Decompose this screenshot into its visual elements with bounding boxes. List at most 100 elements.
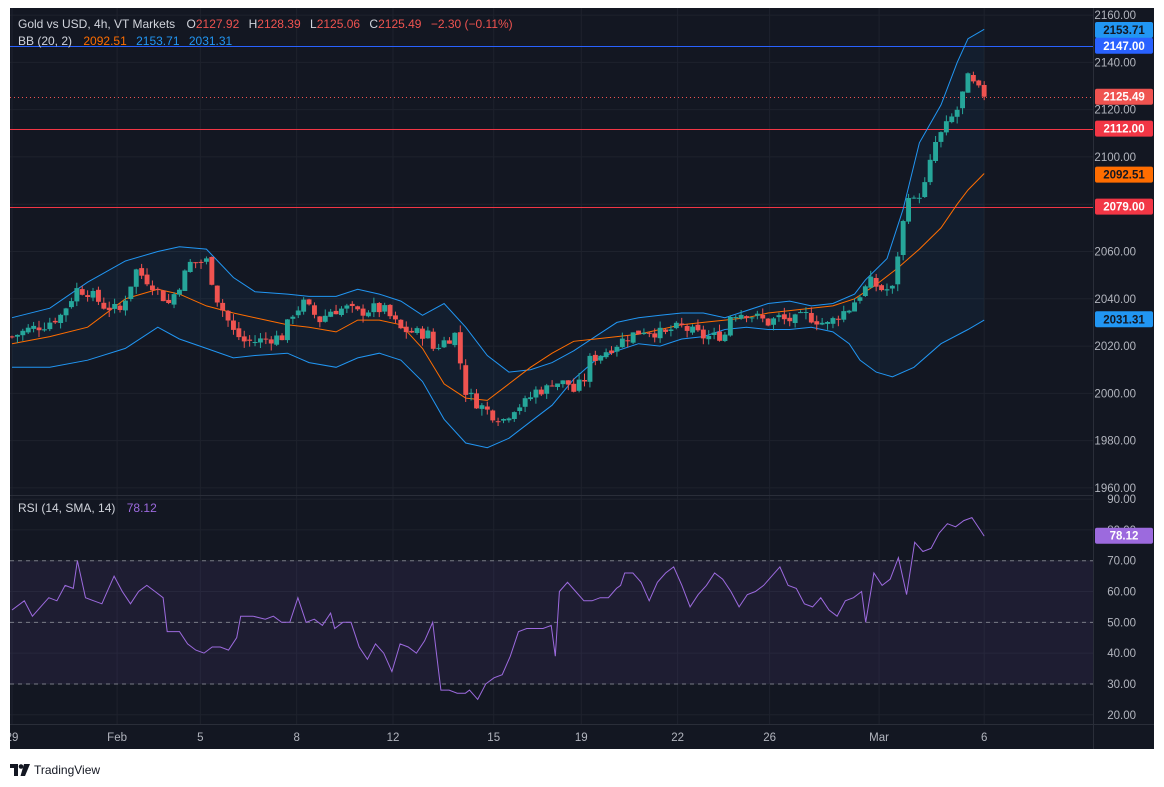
candle-body[interactable]	[625, 340, 631, 342]
candle-body[interactable]	[409, 330, 415, 333]
candle-body[interactable]	[339, 308, 344, 315]
candle-body[interactable]	[700, 329, 706, 339]
candle-body[interactable]	[819, 322, 825, 325]
candle-body[interactable]	[204, 258, 209, 262]
candle-body[interactable]	[117, 305, 123, 310]
candle-body[interactable]	[598, 355, 604, 361]
candle-body[interactable]	[285, 319, 290, 341]
candle-body[interactable]	[814, 321, 820, 325]
candle-body[interactable]	[960, 91, 965, 109]
candle-body[interactable]	[42, 329, 47, 331]
candle-body[interactable]	[441, 340, 447, 348]
candle-body[interactable]	[900, 221, 906, 255]
candle-body[interactable]	[808, 313, 814, 323]
candle-body[interactable]	[490, 410, 496, 421]
candle-body[interactable]	[592, 354, 598, 361]
candle-body[interactable]	[128, 286, 134, 299]
candle-body[interactable]	[15, 334, 20, 337]
candle-body[interactable]	[922, 182, 928, 197]
candle-body[interactable]	[290, 316, 296, 319]
candle-body[interactable]	[555, 383, 560, 388]
candle-body[interactable]	[517, 407, 523, 411]
candle-body[interactable]	[906, 198, 911, 222]
candle-body[interactable]	[403, 326, 409, 333]
candle-body[interactable]	[879, 285, 884, 291]
candle-body[interactable]	[787, 317, 793, 322]
candle-body[interactable]	[538, 389, 544, 395]
candle-body[interactable]	[565, 380, 571, 385]
candle-body[interactable]	[582, 380, 587, 382]
candle-body[interactable]	[90, 291, 96, 298]
candle-body[interactable]	[69, 301, 74, 308]
candle-body[interactable]	[954, 109, 960, 117]
candle-body[interactable]	[511, 412, 517, 419]
candle-body[interactable]	[781, 314, 787, 320]
candle-body[interactable]	[603, 352, 609, 358]
candle-body[interactable]	[798, 312, 803, 314]
candle-body[interactable]	[614, 346, 620, 352]
candle-body[interactable]	[268, 339, 274, 344]
candle-body[interactable]	[630, 332, 636, 343]
candle-body[interactable]	[619, 338, 625, 348]
candle-body[interactable]	[220, 302, 226, 311]
candle-body[interactable]	[10, 336, 15, 338]
candle-body[interactable]	[792, 314, 798, 323]
candle-body[interactable]	[571, 383, 577, 392]
candle-body[interactable]	[382, 305, 388, 312]
candle-body[interactable]	[981, 85, 987, 97]
candle-body[interactable]	[646, 332, 652, 334]
candle-body[interactable]	[495, 421, 501, 423]
candle-body[interactable]	[609, 350, 614, 354]
candles[interactable]	[10, 71, 987, 427]
candle-body[interactable]	[501, 419, 506, 421]
candle-body[interactable]	[744, 316, 749, 319]
candle-body[interactable]	[457, 332, 463, 364]
candle-body[interactable]	[258, 338, 263, 343]
candle-body[interactable]	[484, 406, 490, 410]
candle-body[interactable]	[328, 311, 334, 317]
candle-body[interactable]	[231, 320, 236, 330]
price-chart[interactable]: 2160.002140.002120.002100.002080.002060.…	[10, 8, 1154, 749]
candle-body[interactable]	[468, 392, 474, 395]
candle-body[interactable]	[252, 342, 258, 343]
candle-body[interactable]	[393, 315, 398, 320]
candle-body[interactable]	[198, 261, 204, 263]
horizontal-levels[interactable]	[10, 46, 1093, 208]
candle-body[interactable]	[825, 322, 830, 324]
candle-body[interactable]	[657, 327, 663, 339]
candle-body[interactable]	[873, 278, 879, 287]
candle-body[interactable]	[74, 288, 80, 302]
candle-body[interactable]	[663, 329, 668, 332]
candle-body[interactable]	[803, 312, 809, 313]
candle-body[interactable]	[576, 379, 582, 391]
candle-body[interactable]	[355, 306, 361, 310]
candle-body[interactable]	[949, 116, 955, 123]
time-axis[interactable]: 29 Feb 5 8 12 15 19 22 26 Mar 6	[10, 732, 987, 744]
candle-body[interactable]	[177, 289, 182, 295]
candle-body[interactable]	[366, 312, 371, 317]
candle-body[interactable]	[668, 329, 674, 332]
candle-body[interactable]	[301, 299, 307, 312]
candle-body[interactable]	[263, 338, 269, 340]
candle-body[interactable]	[52, 320, 58, 323]
candle-body[interactable]	[636, 330, 641, 335]
candle-body[interactable]	[209, 257, 215, 285]
candle-body[interactable]	[684, 326, 690, 331]
candle-body[interactable]	[171, 294, 177, 305]
candle-body[interactable]	[155, 288, 161, 290]
candle-body[interactable]	[349, 303, 355, 306]
candle-body[interactable]	[295, 310, 301, 316]
candle-body[interactable]	[765, 318, 771, 326]
candle-body[interactable]	[889, 285, 895, 289]
candle-body[interactable]	[943, 121, 949, 133]
candle-body[interactable]	[727, 317, 733, 336]
candle-body[interactable]	[474, 393, 479, 409]
candle-body[interactable]	[560, 380, 566, 385]
candle-body[interactable]	[771, 318, 776, 325]
candle-body[interactable]	[522, 398, 528, 407]
candle-body[interactable]	[533, 389, 539, 398]
candle-body[interactable]	[36, 327, 42, 331]
candle-body[interactable]	[214, 285, 220, 303]
candle-body[interactable]	[760, 314, 766, 319]
candle-body[interactable]	[306, 299, 312, 305]
